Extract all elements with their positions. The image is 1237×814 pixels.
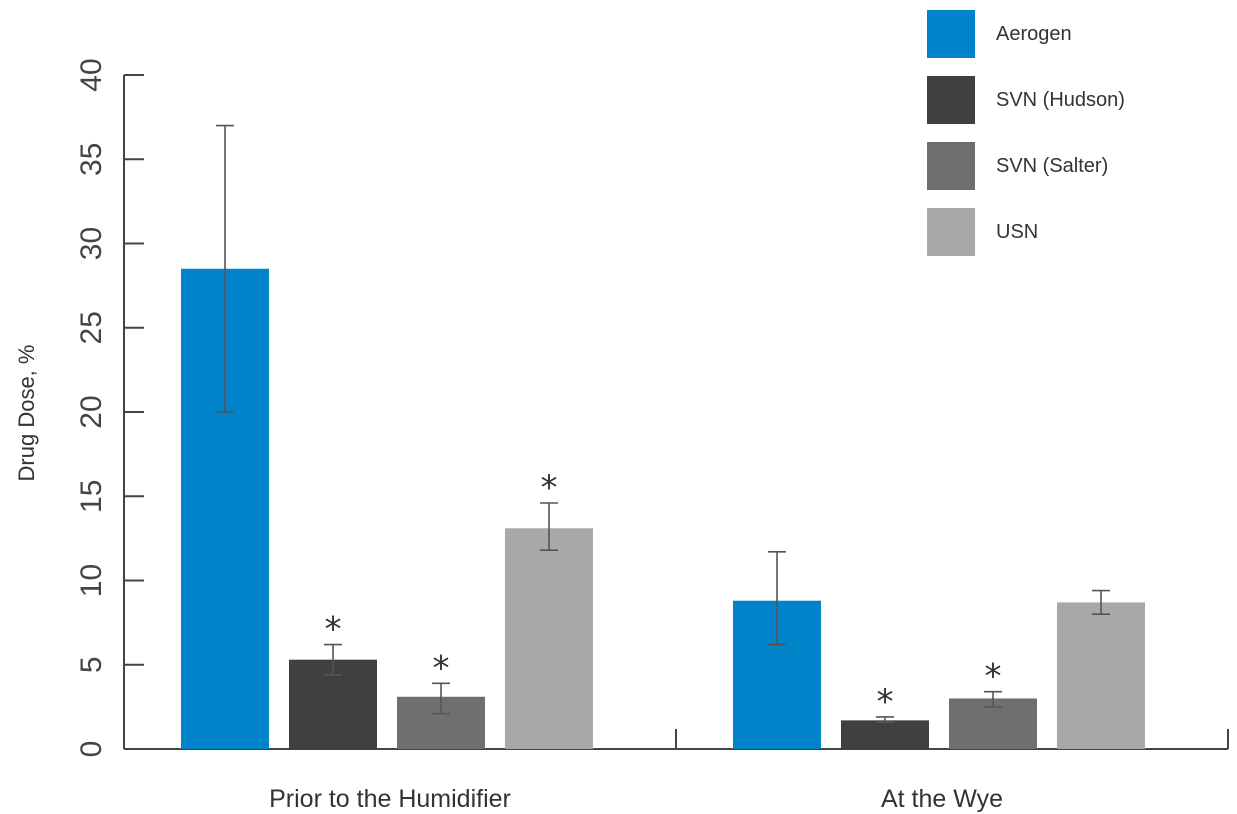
y-axis: 0 5 10 15 20 25 30 35 40 <box>75 58 144 757</box>
bars: * * * * * <box>181 124 1145 749</box>
significance-star: * <box>985 657 1002 697</box>
legend-swatch <box>927 76 975 124</box>
bar <box>1057 602 1145 749</box>
x-category-label: Prior to the Humidifier <box>269 785 511 813</box>
legend-label: Aerogen <box>996 23 1072 45</box>
y-tick-label: 35 <box>75 143 108 176</box>
legend-swatch <box>927 208 975 256</box>
y-tick-label: 20 <box>75 395 108 428</box>
significance-star: * <box>541 468 558 508</box>
y-tick-label: 10 <box>75 564 108 597</box>
significance-star: * <box>433 648 450 688</box>
legend: Aerogen SVN (Hudson) SVN (Salter) USN <box>927 10 1125 256</box>
significance-star: * <box>877 682 894 722</box>
bar <box>841 720 929 749</box>
legend-swatch <box>927 142 975 190</box>
y-tick-label: 5 <box>75 656 108 673</box>
legend-label: SVN (Hudson) <box>996 89 1125 111</box>
y-tick-label: 40 <box>75 58 108 91</box>
y-tick-label: 0 <box>75 741 108 758</box>
significance-star: * <box>325 610 342 650</box>
y-tick-label: 15 <box>75 480 108 513</box>
y-axis-label: Drug Dose, % <box>14 345 39 482</box>
legend-label: SVN (Salter) <box>996 155 1108 177</box>
legend-label: USN <box>996 221 1038 243</box>
x-category-label: At the Wye <box>881 785 1003 813</box>
legend-swatch <box>927 10 975 58</box>
bar <box>505 528 593 749</box>
y-tick-label: 25 <box>75 311 108 344</box>
y-tick-label: 30 <box>75 227 108 260</box>
